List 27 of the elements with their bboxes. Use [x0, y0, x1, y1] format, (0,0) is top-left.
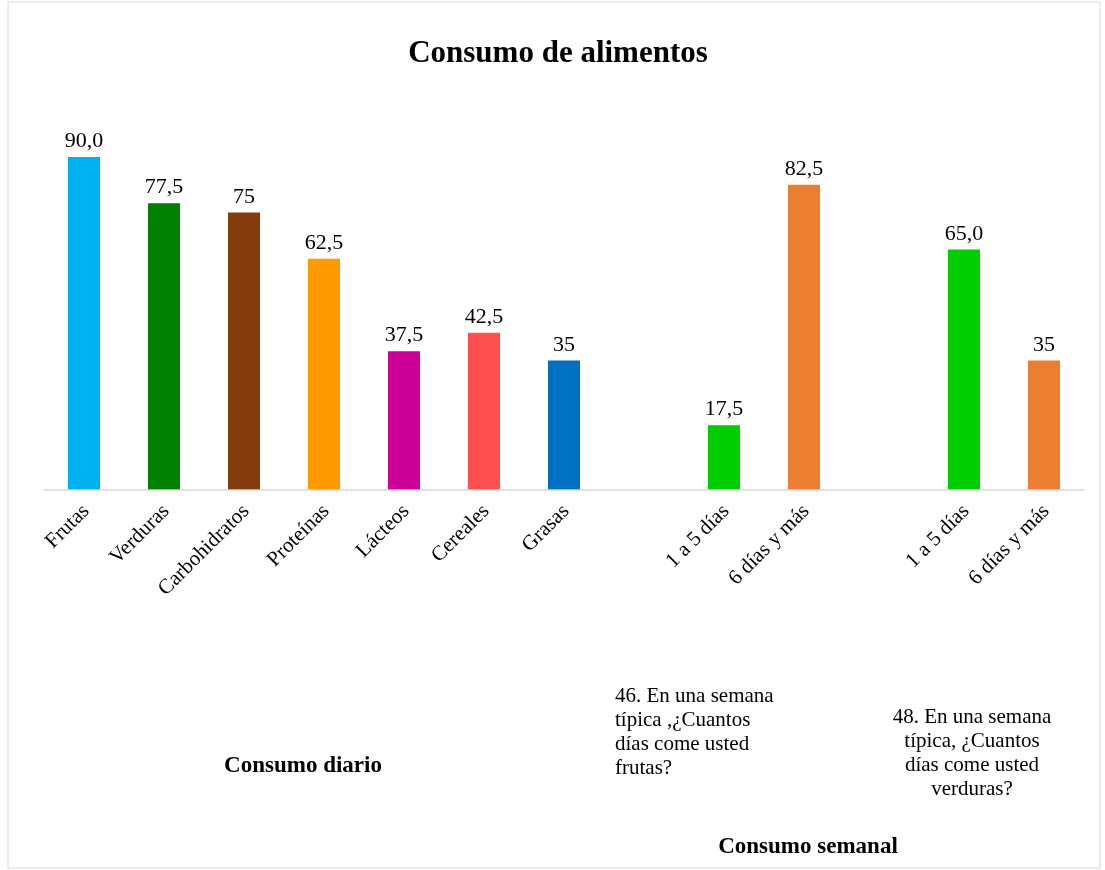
data-label: 90,0 — [64, 127, 104, 152]
text: Consumo diario — [224, 752, 382, 777]
bar — [468, 332, 500, 490]
data-label: 62,5 — [304, 228, 344, 254]
bar — [308, 258, 340, 490]
bar — [548, 360, 580, 490]
data-label: 35 — [553, 330, 575, 356]
data-label: 35 — [1033, 330, 1055, 356]
chart-title: Consumo de alimentos — [408, 34, 708, 69]
data-label: 42,5 — [464, 302, 504, 328]
text: 48. En una semana típica, ¿Cuantos días come usted verduras? — [892, 704, 1052, 800]
data-label: 75 — [233, 182, 255, 208]
text: Consumo semanal — [718, 833, 898, 858]
bar — [388, 351, 420, 490]
data-label: 82,5 — [784, 154, 824, 180]
bar — [228, 212, 260, 490]
bar — [948, 249, 980, 490]
text: 46. En una semana típica ,¿Cuantos días come usted frutas? — [615, 683, 775, 779]
bar — [708, 425, 740, 490]
data-label: 65,0 — [944, 219, 984, 245]
bar — [68, 157, 100, 490]
bar — [148, 203, 180, 490]
bar — [1028, 360, 1060, 490]
data-label: 37,5 — [384, 321, 424, 347]
data-label: 77,5 — [144, 173, 184, 199]
bar — [788, 184, 820, 490]
data-label: 17,5 — [704, 395, 744, 421]
